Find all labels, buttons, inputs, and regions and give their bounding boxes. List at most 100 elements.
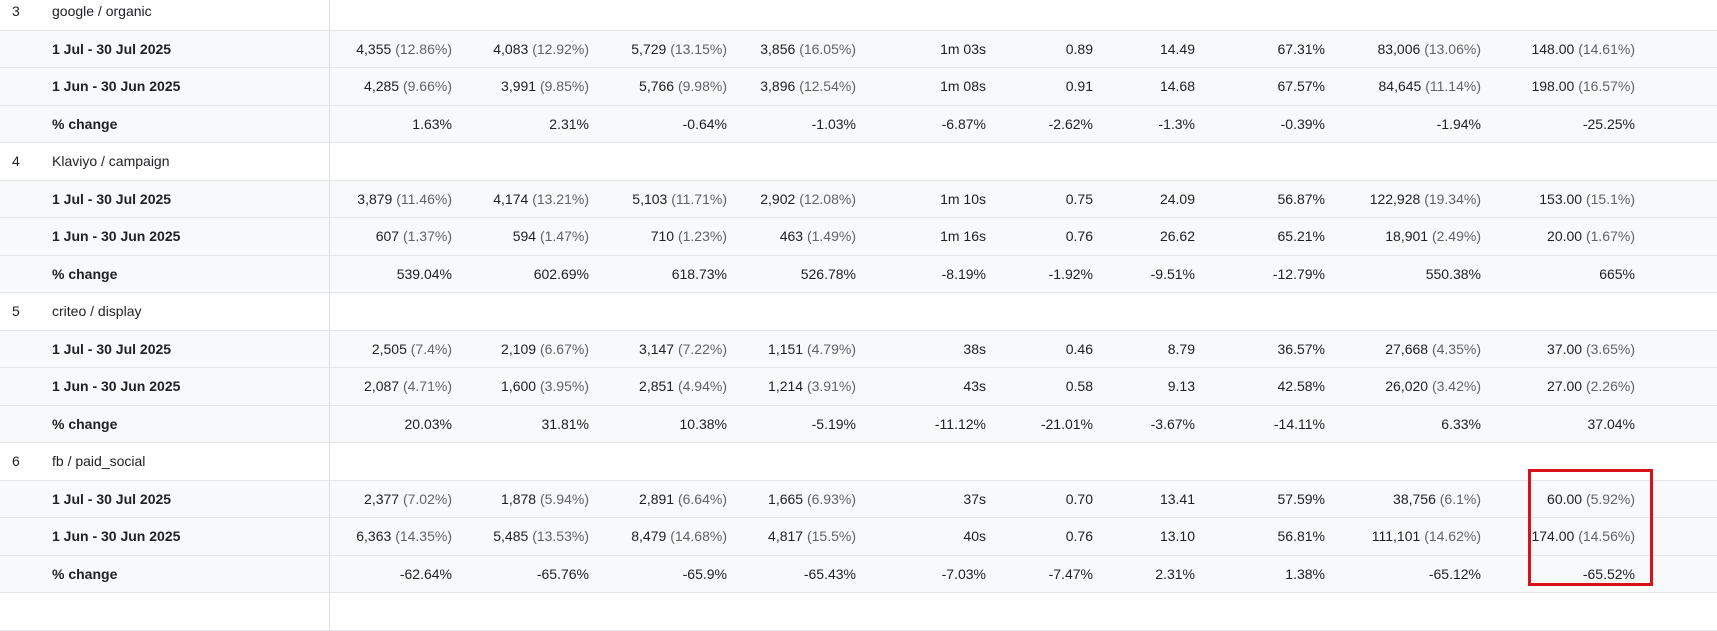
row-label: 1 Jul - 30 Jul 2025 [52, 340, 172, 357]
metric-share: (5.94%) [539, 490, 589, 507]
metric-cell: 1m 16s [940, 218, 986, 255]
date-range-row: 1 Jun - 30 Jun 2025 2,087 (4.71%) 1,600 (3… [0, 368, 1717, 406]
metric-value: 18,901 [1385, 228, 1429, 244]
row-index: 4 [12, 153, 20, 169]
metric-cell: 3,896 (12.54%) [760, 68, 856, 105]
metric-cell: 0.58 [1066, 368, 1093, 405]
metric-cell: -25.25% [1583, 106, 1635, 143]
metric-value: 2,109 [501, 340, 537, 357]
group-row[interactable]: 3 google / organic [0, 0, 1717, 31]
metric-cell: -8.19% [942, 256, 986, 293]
metric-value: -62.64% [399, 565, 452, 582]
metric-cell: 2,087 (4.71%) [364, 368, 452, 405]
metric-share: (12.86%) [395, 40, 452, 57]
metric-cell: 3,856 (16.05%) [760, 31, 856, 68]
metric-cell: 26.62 [1160, 218, 1195, 255]
metric-cell: 198.00 (16.57%) [1531, 68, 1635, 105]
date-range-row: 1 Jul - 30 Jul 2025 3,879 (11.46%) 4,174 (… [0, 180, 1717, 218]
row-label: % change [52, 115, 118, 132]
group-row[interactable]: 6 fb / paid_social [0, 443, 1717, 481]
metric-cell: -6.87% [942, 106, 986, 143]
metric-value: -65.52% [1582, 565, 1635, 582]
group-row[interactable]: 4 Klaviyo / campaign [0, 143, 1717, 181]
metric-cell: 594 (1.47%) [513, 218, 589, 255]
metric-value: 5,485 [493, 528, 529, 544]
metric-cell: 20.00 (1.67%) [1547, 218, 1635, 255]
row-index: 3 [12, 3, 20, 19]
metric-value: -65.9% [682, 565, 727, 582]
metric-cell: 1m 03s [940, 31, 986, 68]
metric-value: 0.70 [1065, 490, 1093, 507]
metric-value: -25.25% [1582, 115, 1635, 132]
metric-value: 148.00 [1531, 40, 1575, 57]
metric-cell: -1.92% [1049, 256, 1093, 293]
metric-value: -65.76% [536, 565, 589, 582]
column-divider [329, 518, 330, 556]
metric-value: 3,896 [760, 78, 796, 94]
metric-cell: 2,109 (6.67%) [501, 331, 589, 368]
metric-cell: 38s [963, 331, 986, 368]
metric-share: (16.57%) [1578, 78, 1635, 94]
metric-value: -12.79% [1272, 265, 1325, 282]
metric-cell: 37s [963, 481, 986, 518]
metric-cell: 710 (1.23%) [651, 218, 727, 255]
metric-value: 602.69% [533, 265, 589, 282]
metric-value: 4,817 [768, 528, 804, 544]
metric-value: 42.58% [1277, 378, 1325, 394]
metric-share: (4.35%) [1431, 340, 1481, 357]
metric-value: -65.43% [803, 565, 856, 582]
metric-cell: 1m 08s [940, 68, 986, 105]
metric-value: 3,147 [639, 340, 675, 357]
metric-cell: 20.03% [405, 406, 452, 443]
metric-cell: 40s [963, 518, 986, 555]
metric-cell: 0.76 [1066, 218, 1093, 255]
metric-cell: 4,285 (9.66%) [364, 68, 452, 105]
metric-value: 8,479 [631, 528, 667, 544]
metric-value: 84,645 [1378, 78, 1422, 94]
metric-value: 1,665 [768, 490, 804, 507]
column-divider [329, 293, 330, 331]
metric-cell: 6.33% [1441, 406, 1481, 443]
metric-cell: 37.00 (3.65%) [1547, 331, 1635, 368]
metric-cell: 3,879 (11.46%) [357, 181, 452, 218]
metric-cell: -9.51% [1151, 256, 1195, 293]
metric-value: 710 [650, 228, 675, 244]
metric-cell: 5,103 (11.71%) [632, 181, 727, 218]
metric-cell: 14.49 [1160, 31, 1195, 68]
metric-value: 38,756 [1393, 490, 1436, 507]
metric-cell: 1m 10s [940, 181, 986, 218]
metric-value: 2.31% [549, 115, 589, 132]
group-row[interactable]: 5 criteo / display [0, 293, 1717, 331]
metric-value: 174.00 [1531, 528, 1575, 544]
metric-value: -1.92% [1048, 265, 1093, 282]
metric-value: 463 [779, 228, 804, 244]
metric-share: (7.4%) [410, 340, 452, 357]
metric-share: (12.08%) [799, 190, 856, 207]
metric-value: 618.73% [671, 265, 727, 282]
metric-cell: 122,928 (19.34%) [1370, 181, 1481, 218]
metric-cell: 0.75 [1066, 181, 1093, 218]
metric-cell: 56.81% [1278, 518, 1325, 555]
metric-value: -3.67% [1150, 415, 1195, 432]
metric-cell: 0.89 [1066, 31, 1093, 68]
column-divider [329, 218, 330, 256]
metric-share: (2.26%) [1585, 378, 1635, 394]
metric-cell: 4,817 (15.5%) [768, 518, 856, 555]
metric-value: 594 [512, 228, 537, 244]
metric-value: -7.47% [1048, 565, 1093, 582]
metric-value: 5,103 [632, 190, 668, 207]
metric-cell: 10.38% [680, 406, 727, 443]
metric-cell: 148.00 (14.61%) [1531, 31, 1635, 68]
metric-value: 8.79 [1167, 340, 1195, 357]
metric-cell: 14.68 [1160, 68, 1195, 105]
metric-cell: 2,377 (7.02%) [364, 481, 452, 518]
metric-value: 665% [1599, 265, 1635, 282]
metric-value: 13.41 [1159, 490, 1195, 507]
metric-value: -1.03% [811, 115, 856, 132]
metric-cell: 0.70 [1066, 481, 1093, 518]
metric-value: -9.51% [1150, 265, 1195, 282]
metric-share: (4.79%) [806, 340, 856, 357]
metric-cell: -65.9% [683, 556, 727, 593]
metric-value: 1m 10s [940, 190, 986, 207]
metric-share: (1.47%) [539, 228, 589, 244]
